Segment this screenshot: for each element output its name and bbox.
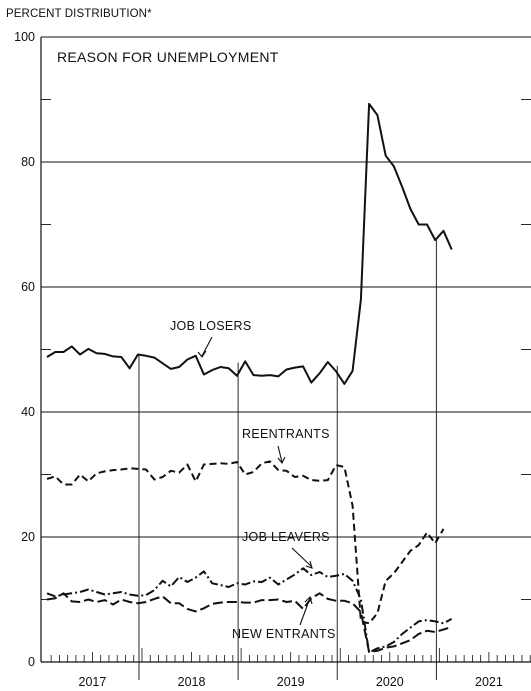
- year-label-2021: 2021: [475, 675, 503, 689]
- arrowhead-new-entrants: [304, 595, 313, 605]
- series-line-job-leavers: [46, 567, 453, 654]
- y-tick-label-60: 60: [21, 280, 35, 294]
- panel-title: REASON FOR UNEMPLOYMENT: [57, 49, 279, 65]
- arrow-reentrants: [277, 445, 283, 463]
- arrowhead-reentrants: [277, 456, 286, 465]
- label-new-entrants: NEW ENTRANTS: [232, 627, 336, 641]
- year-labels: 2017 2018 2019 2020 2021: [79, 675, 503, 689]
- series-line-reentrants: [46, 460, 445, 625]
- y-tick-label-40: 40: [21, 405, 35, 419]
- arrow-new-entrants: [299, 597, 311, 626]
- year-label-2018: 2018: [178, 675, 206, 689]
- label-job-losers: JOB LOSERS: [170, 319, 252, 333]
- series-line-new-entrants: [46, 592, 452, 653]
- y-tick-label-20: 20: [21, 530, 35, 544]
- arrow-job-leavers: [291, 547, 313, 568]
- y-tick-label-0: 0: [28, 655, 35, 669]
- axes: [40, 37, 531, 663]
- label-reentrants: REENTRANTS: [242, 427, 330, 441]
- year-label-2017: 2017: [79, 675, 107, 689]
- y-tick-label-80: 80: [21, 155, 35, 169]
- series-lines: [46, 102, 453, 654]
- y-axis-label: PERCENT DISTRIBUTION*: [6, 8, 152, 20]
- y-tick-labels: 0 20 40 60 80 100: [14, 30, 35, 669]
- arrowhead-job-losers: [197, 350, 207, 358]
- gridlines: [41, 36, 531, 662]
- x-ticks: [50, 648, 531, 680]
- year-label-2020: 2020: [376, 675, 404, 689]
- arrow-job-losers: [201, 336, 213, 357]
- year-label-2019: 2019: [277, 675, 305, 689]
- series-line-job-losers: [46, 102, 453, 385]
- label-job-leavers: JOB LEAVERS: [242, 530, 330, 544]
- y-tick-label-100: 100: [14, 30, 35, 44]
- arrowhead-job-leavers: [305, 560, 313, 569]
- annotation-arrows: [197, 336, 313, 626]
